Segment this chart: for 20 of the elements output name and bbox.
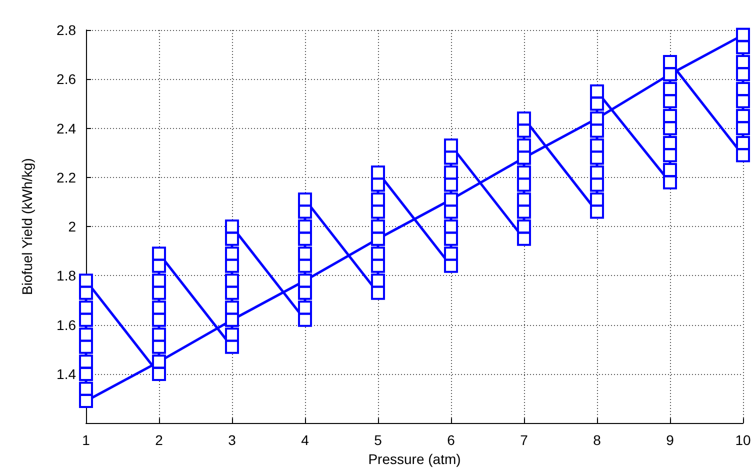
x-tick-label: 8 — [593, 432, 602, 448]
x-tick-label: 9 — [666, 432, 674, 448]
y-tick-label: 2.6 — [56, 71, 76, 88]
x-tick-label: 6 — [447, 432, 456, 448]
x-tick-label: 4 — [301, 432, 310, 448]
y-tick-label: 1.8 — [56, 268, 76, 284]
x-axis-title: Pressure (atm) — [368, 451, 461, 467]
y-tick-label: 1.6 — [56, 316, 76, 333]
x-tick-label: 7 — [520, 432, 528, 448]
x-tick-label: 2 — [155, 432, 164, 448]
y-tick-label: 2.8 — [56, 22, 76, 38]
x-tick-label: 5 — [374, 432, 382, 448]
x-tick-label: 3 — [228, 432, 236, 448]
y-axis-title: Biofuel Yield (kWh/kg) — [19, 158, 35, 296]
x-tick-label: 10 — [735, 432, 751, 448]
y-tick-label: 2 — [68, 218, 76, 235]
y-tick-label: 1.4 — [56, 366, 76, 382]
y-tick-label: 2.4 — [56, 120, 76, 136]
y-tick-label: 2.2 — [56, 169, 76, 186]
x-tick-label: 1 — [82, 432, 90, 448]
